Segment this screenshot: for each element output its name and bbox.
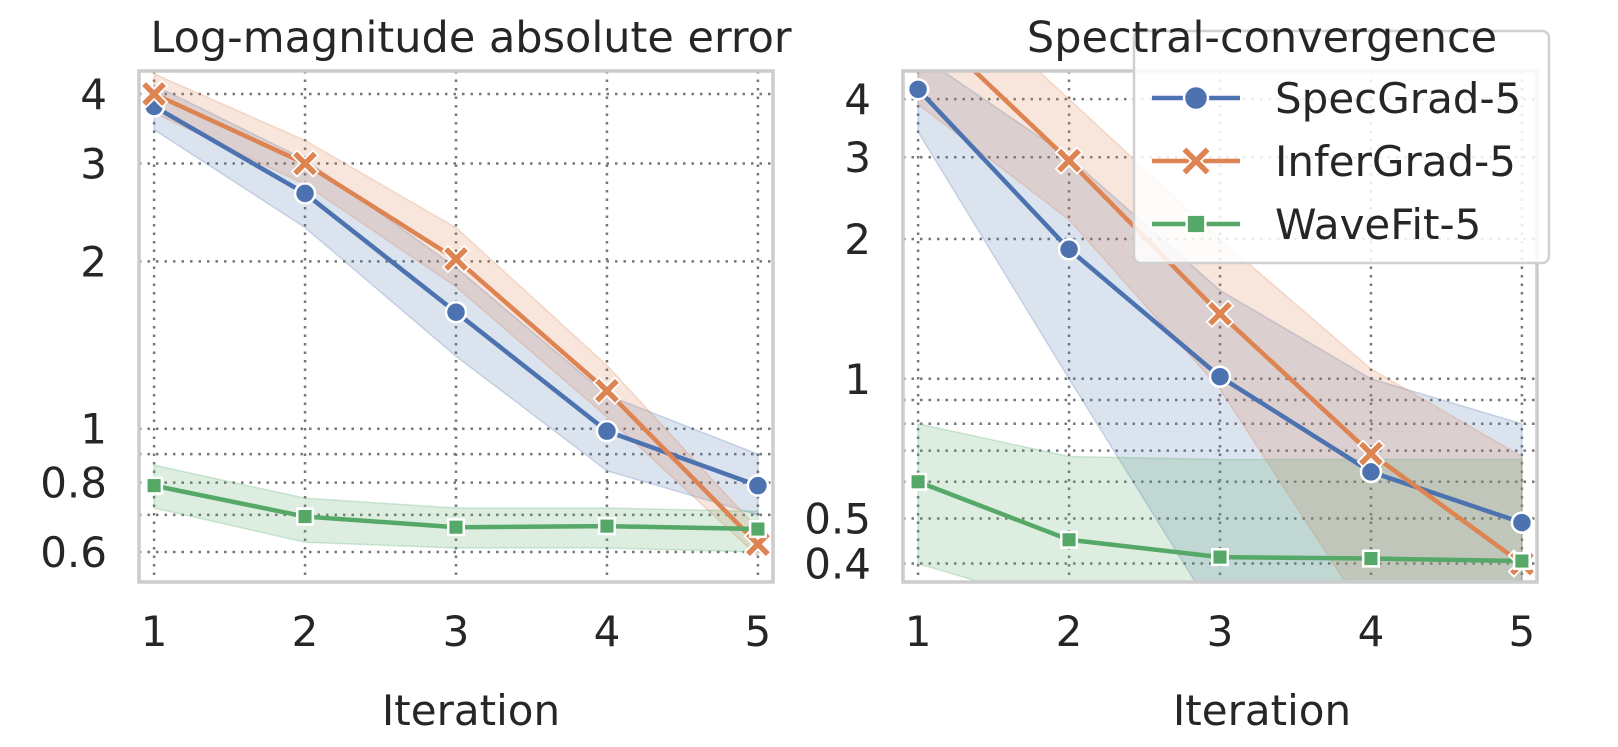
data-point	[743, 529, 773, 559]
y-tick-label: 0.5	[804, 495, 871, 544]
y-tick-label: 4	[80, 70, 107, 119]
data-point	[1182, 84, 1210, 112]
chart-title: Log-magnitude absolute error	[150, 13, 792, 63]
data-point	[446, 518, 466, 537]
data-point	[1361, 549, 1381, 568]
x-tick-label: 3	[443, 607, 470, 656]
data-point	[1057, 238, 1081, 261]
y-tick-label: 3	[844, 133, 871, 182]
data-point	[1356, 439, 1386, 468]
x-tick-label: 4	[594, 607, 621, 656]
data-point	[595, 419, 619, 443]
legend-label: WaveFit-5	[1275, 200, 1481, 249]
legend-label: InferGrad-5	[1275, 137, 1516, 186]
data-point	[1210, 548, 1230, 567]
legend-item: SpecGrad-5	[1152, 74, 1521, 123]
y-tick-label: 1	[80, 405, 107, 454]
data-point	[145, 476, 164, 495]
x-tick-label: 2	[1056, 607, 1083, 656]
data-point	[1054, 146, 1084, 175]
data-point	[909, 472, 928, 491]
x-tick-label: 5	[745, 607, 772, 656]
chart-log-magnitude-error: 1 2 3 4 5 0.6 0.8 1 2 3 4 Log-magnitude absolute er…	[40, 13, 792, 735]
y-tick-label: 0.8	[40, 459, 107, 508]
y-tick-label: 1	[844, 355, 871, 404]
y-tick-label: 2	[80, 237, 107, 286]
chart-spectral-convergence: 1 2 3 4 5 0.40.5 1 2 3 4 SpecGrad-5 InferGrad-5 Wave…	[804, 9, 1551, 735]
legend-label: SpecGrad-5	[1275, 74, 1521, 123]
legend-item: InferGrad-5	[1152, 137, 1516, 186]
x-axis-label: Iteration	[1173, 686, 1351, 735]
data-point	[597, 517, 617, 536]
data-point	[1185, 213, 1207, 235]
legend-item: WaveFit-5	[1152, 200, 1481, 249]
data-point	[1205, 299, 1235, 329]
data-point	[293, 182, 317, 205]
data-point	[290, 149, 320, 178]
chart-title: Spectral-convergence	[1027, 13, 1497, 63]
y-tick-label: 0.6	[40, 528, 107, 577]
y-tick-label: 0.4	[804, 540, 871, 589]
data-point	[746, 474, 770, 497]
x-tick-label: 1	[141, 607, 168, 656]
y-tick-label: 3	[80, 139, 107, 188]
x-tick-label: 3	[1207, 607, 1234, 656]
y-tick-label: 2	[844, 215, 871, 264]
data-point	[1059, 530, 1079, 549]
legend-box	[1132, 29, 1551, 265]
data-point	[592, 376, 622, 406]
x-axis-label: Iteration	[382, 686, 560, 735]
x-tick-label: 2	[292, 607, 319, 656]
x-tick-label: 1	[905, 607, 932, 656]
data-point	[910, 9, 926, 25]
data-point	[1512, 551, 1531, 571]
x-tick-label: 4	[1358, 607, 1385, 656]
data-point	[139, 79, 169, 109]
data-point	[295, 507, 315, 526]
legend: SpecGrad-5 InferGrad-5 WaveFit-5	[1132, 29, 1551, 265]
data-point	[1180, 145, 1212, 177]
data-point	[444, 300, 468, 324]
data-point	[441, 244, 471, 274]
x-tick-label: 5	[1509, 607, 1536, 656]
plot-frame	[137, 69, 775, 584]
data-point	[1359, 460, 1383, 484]
data-point	[1208, 365, 1232, 388]
data-point	[1510, 511, 1534, 534]
data-point	[748, 519, 767, 539]
y-tick-label: 4	[844, 75, 871, 124]
data-point	[906, 78, 930, 101]
